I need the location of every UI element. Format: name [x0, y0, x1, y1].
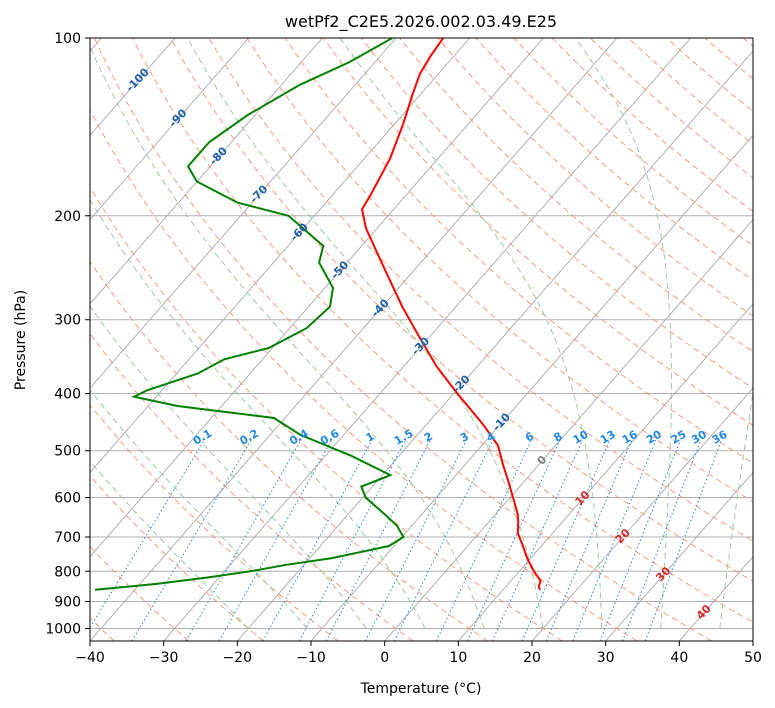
y-tick-label: 1000 — [45, 621, 81, 637]
isotherm-line — [90, 38, 544, 558]
isotherm-line — [90, 38, 250, 221]
moist-adiabat-line — [90, 389, 308, 629]
mixing-ratio-line — [393, 440, 494, 641]
dry-adiabat-line — [322, 38, 753, 426]
y-tick-label: 900 — [54, 594, 81, 610]
y-tick-label: 800 — [54, 564, 81, 580]
dry-adiabat-line — [475, 38, 753, 282]
dry-adiabat-line — [170, 38, 753, 582]
y-tick-label: 700 — [54, 530, 81, 546]
isotherm-line — [531, 387, 753, 641]
y-tick-label: 100 — [54, 31, 81, 47]
moist-adiabat-line — [90, 305, 367, 629]
isotherm-line — [90, 38, 471, 474]
dry-adiabat-line — [90, 186, 563, 641]
isotherm-line — [90, 38, 397, 389]
mixing-ratio-line — [491, 440, 583, 641]
x-axis-label: Temperature (°C) — [360, 681, 482, 697]
x-tick-label: −20 — [223, 650, 253, 666]
x-tick-label: 20 — [523, 650, 541, 666]
x-tick-label: 30 — [597, 650, 615, 666]
dry-adiabat-line — [284, 38, 753, 464]
y-tick-label: 200 — [54, 209, 81, 225]
mixing-ratio-line — [435, 440, 532, 641]
dry-adiabat-line — [513, 38, 753, 247]
plot-frame — [89, 37, 754, 642]
moist-adiabat-line — [90, 45, 485, 629]
x-tick-label: −40 — [75, 650, 105, 666]
mixing-ratio-line — [467, 440, 561, 641]
mixing-ratio-line — [364, 440, 467, 641]
x-tick-label: 50 — [744, 650, 762, 666]
moist-adiabat-line — [90, 198, 426, 629]
moist-adiabat-line — [719, 389, 753, 629]
dry-adiabat-line — [628, 38, 753, 145]
mixing-ratio-line — [545, 440, 633, 641]
isotherm-line — [236, 50, 753, 641]
y-axis-label: Pressure (hPa) — [13, 290, 29, 390]
isotherm-line — [457, 303, 753, 641]
x-tick-label: −30 — [149, 650, 179, 666]
isotherm-line — [163, 38, 692, 641]
x-tick-label: −10 — [296, 650, 326, 666]
x-tick-label: 40 — [670, 650, 688, 666]
dry-adiabat-line — [90, 332, 414, 641]
isotherm-line — [90, 38, 618, 641]
mixing-ratio-line — [599, 440, 681, 641]
moist-adiabat-line — [339, 38, 603, 629]
x-tick-label: 10 — [449, 650, 467, 666]
isotherm-line — [90, 38, 323, 305]
dry-adiabat-line — [90, 109, 638, 641]
isotherm-line — [384, 218, 753, 641]
mixing-ratio-line — [185, 440, 302, 641]
y-tick-label: 400 — [54, 387, 81, 403]
temperature-profile-line — [360, 38, 542, 591]
dry-adiabat-line — [361, 38, 753, 389]
dry-adiabat-line — [93, 38, 712, 641]
moist-adiabat-line — [575, 38, 672, 629]
dry-adiabat-line — [437, 38, 753, 317]
y-tick-label: 300 — [54, 313, 81, 329]
dry-adiabat-line — [246, 38, 753, 503]
mixing-ratio-line — [131, 440, 252, 641]
axes: −40 −30 −20 −10 0 10 20 30 40 50 100 200 300 400 500 60… — [45, 31, 762, 666]
y-tick-label: 500 — [54, 444, 81, 460]
mixing-ratio-line — [572, 440, 657, 641]
moist-adiabat-line — [90, 460, 249, 629]
moist-adiabat-line — [187, 38, 544, 629]
chart-title: wetPf2_C2E5.2026.002.03.49.E25 — [285, 12, 557, 32]
dry-adiabat-line — [90, 475, 264, 641]
y-tick-label: 600 — [54, 490, 81, 506]
isotherm-line — [605, 471, 753, 641]
plot-area — [90, 38, 753, 641]
mixing-ratio-line — [325, 440, 431, 641]
dry-adiabat-line — [132, 38, 753, 623]
x-tick-label: 0 — [380, 650, 389, 666]
dewpoint-profile-line — [94, 38, 405, 591]
mixing-ratio-line — [521, 440, 611, 641]
